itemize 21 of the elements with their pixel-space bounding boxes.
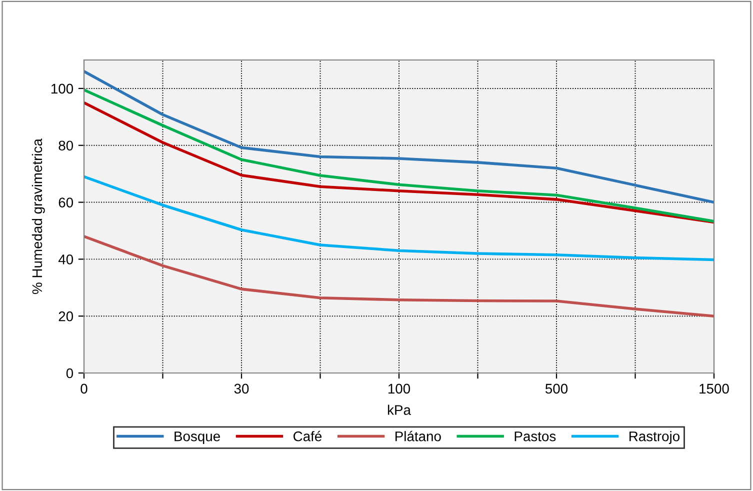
line-series — [84, 70, 714, 204]
x-tick-label: 30 — [234, 384, 249, 394]
x-tick-label: 100 — [388, 384, 410, 394]
y-tick-label: 40 — [58, 254, 74, 264]
y-tick-label: 60 — [58, 198, 74, 208]
y-tick-label: 20 — [58, 311, 74, 322]
x-tick-label: 500 — [545, 384, 568, 394]
y-axis-title: % Humedad gravimetrica — [32, 138, 45, 294]
x-tick-label: 1500 — [700, 384, 729, 394]
line-series — [84, 235, 714, 318]
y-tick-label: 0 — [66, 368, 74, 378]
y-tick-label: 80 — [58, 140, 74, 151]
legend-label: Pastos — [514, 432, 556, 442]
legend-label: Rastrojo — [630, 431, 680, 444]
legend-label: Plátano — [396, 430, 441, 442]
x-tick-label: 0 — [80, 384, 88, 394]
line-series — [84, 175, 714, 262]
x-axis-title: kPa — [388, 404, 411, 415]
legend-label: Café — [294, 430, 322, 442]
y-tick-label: 100 — [51, 84, 74, 94]
legend-label: Bosque — [174, 432, 220, 444]
